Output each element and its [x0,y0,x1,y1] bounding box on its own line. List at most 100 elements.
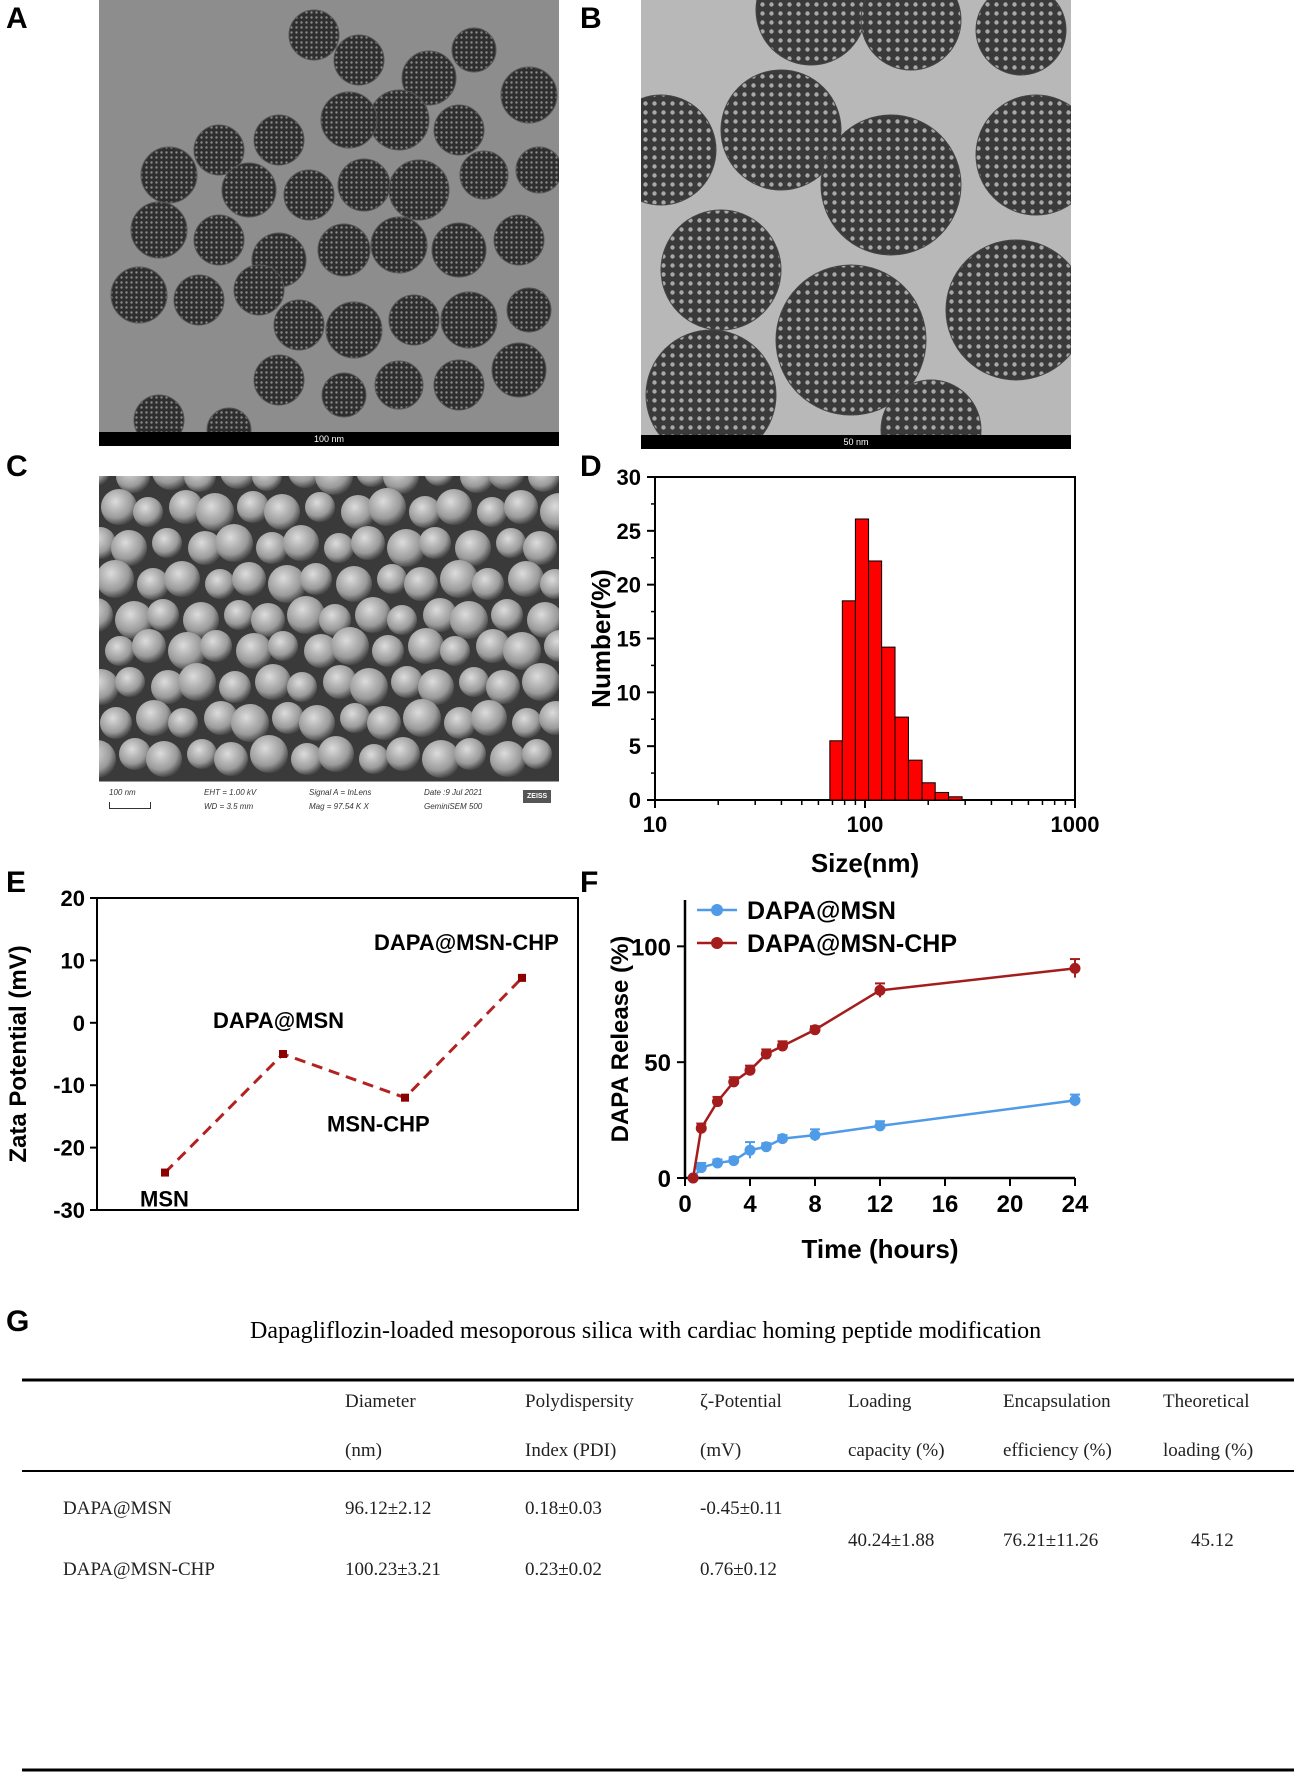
tem-particle-a [321,372,367,418]
sem-particle [512,708,542,738]
sem-particle [491,599,523,631]
tem-particle-a [451,27,497,73]
release-point [728,1076,740,1088]
y-axis-label-f: DAPA Release (%) [607,936,634,1143]
sem-particle [151,670,185,704]
histogram-bar [894,716,909,801]
sem-particle [224,600,254,630]
sem-particle [315,476,353,495]
release-point [809,1129,821,1141]
sem-particle [504,490,538,524]
release-point [777,1040,788,1052]
tem-particle-a [333,34,385,86]
sem-eht: EHT = 1.00 kV [204,788,257,797]
sem-particle [299,705,335,741]
sem-particle [205,569,235,599]
histogram-bar [829,740,843,801]
zeta-point [401,1093,409,1102]
sem-particle [423,598,457,632]
sem-particle [454,738,486,770]
release-point [687,1172,699,1184]
sem-particle [440,560,478,598]
sem-particle [272,702,304,734]
sem-particle [341,495,375,529]
tem-particle-b [860,0,962,71]
release-line [691,967,1076,1179]
sem-particle [336,566,372,602]
sem-particle [132,629,166,663]
x-tick-label-d: 10 [643,812,667,837]
panel-label-a: A [6,2,28,35]
sem-particle [496,528,526,558]
sem-particle [355,597,391,633]
tem-image-b: 50 nm [641,0,1071,449]
tem-particle-a [233,264,285,316]
sem-particle [544,630,559,662]
release-point [1069,1094,1081,1106]
plot-frame-e [96,897,579,1211]
histogram-bar [854,518,870,801]
release-point [744,1064,756,1076]
tem-particle-b [755,0,867,66]
sem-particle [169,490,203,524]
sem-image-c-particles [99,476,559,778]
sem-image-c: 100 nm EHT = 1.00 kV WD = 3.5 mm Signal … [99,476,559,820]
tem-particle-b [645,329,777,449]
release-point [695,1122,707,1134]
tem-particle-a [459,150,509,200]
tem-particle-a [500,66,558,124]
x-tick-label-f: 4 [743,1191,757,1218]
release-point [695,1162,707,1174]
sem-particle [99,476,110,486]
sem-particle [215,524,253,562]
tem-particle-b [660,209,782,331]
tem-particle-a [288,9,340,61]
sem-particle [472,568,504,600]
sem-particle [252,476,282,491]
sem-particle [251,603,285,637]
sem-particle [287,596,325,634]
sem-particle [152,528,182,558]
sem-particle [184,476,216,492]
y-axis-label-d: Number(%) [586,569,616,708]
chart-f: 0 50 100 0 4 8 12 16 20 24 Time (hours) DAPA Releas… [607,897,1089,1264]
sem-particle [387,529,425,567]
zeta-point-label: DAPA@MSN-CHP [374,930,559,955]
tem-particle-b [880,379,982,449]
histogram-bar [921,782,936,801]
x-axis-label-f: Time (hours) [802,1234,959,1264]
release-point [712,1157,723,1169]
sem-wd: WD = 3.5 mm [204,802,254,811]
sem-particle [219,671,251,703]
y-tick-label-d: 0 [629,788,641,813]
release-point [760,1048,772,1060]
y-tick-label-f: 100 [631,934,671,961]
tem-particle-b [641,94,717,206]
y-tick-label-d: 5 [629,734,641,759]
release-point [728,1155,740,1167]
sem-particle [377,564,407,594]
sem-particle [403,699,441,737]
tem-particle-a [110,266,168,324]
sem-instrument: GeminiSEM 500 [424,802,483,811]
histogram-bar [948,796,963,801]
y-tick-label-d: 10 [617,680,641,705]
sem-particle [291,743,323,775]
sem-particle [324,533,354,563]
sem-particle [356,476,388,487]
sem-particle [350,668,388,706]
sem-particle [340,703,370,733]
tem-particle-a [273,299,325,351]
sem-particle [486,670,520,704]
zeta-point-label: DAPA@MSN [213,1008,344,1033]
release-point [1069,962,1081,974]
tem-particle-b [945,239,1071,381]
release-point [777,1133,788,1145]
y-tick-label-e: 10 [61,948,85,973]
sem-particle [236,633,272,669]
sem-particle [187,739,217,769]
histogram-bar [907,759,923,801]
table-title: Dapagliflozin-loaded mesoporous silica w… [250,1318,1042,1344]
sem-particle [359,744,389,774]
release-line [692,1099,1076,1179]
